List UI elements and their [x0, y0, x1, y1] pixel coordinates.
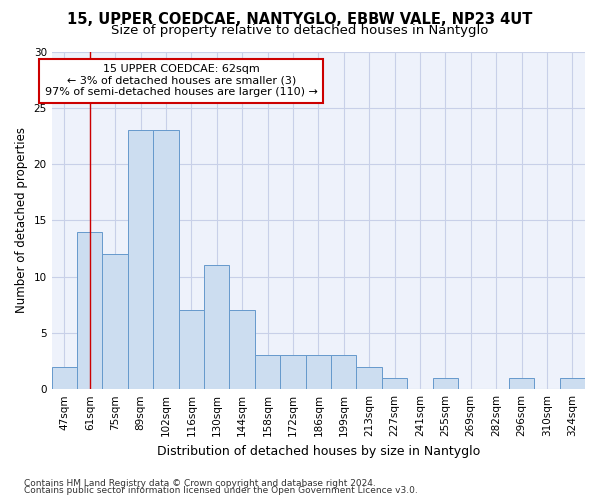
Bar	[280, 356, 305, 389]
Bar	[331, 356, 356, 389]
Bar	[128, 130, 153, 389]
Text: 15 UPPER COEDCAE: 62sqm
← 3% of detached houses are smaller (3)
97% of semi-deta: 15 UPPER COEDCAE: 62sqm ← 3% of detached…	[45, 64, 317, 98]
Bar	[382, 378, 407, 389]
Bar	[356, 366, 382, 389]
Bar	[229, 310, 255, 389]
Text: Contains public sector information licensed under the Open Government Licence v3: Contains public sector information licen…	[24, 486, 418, 495]
Bar	[153, 130, 179, 389]
Bar	[52, 366, 77, 389]
Bar	[77, 232, 103, 389]
X-axis label: Distribution of detached houses by size in Nantyglo: Distribution of detached houses by size …	[157, 444, 480, 458]
Bar	[204, 266, 229, 389]
Text: Size of property relative to detached houses in Nantyglo: Size of property relative to detached ho…	[112, 24, 488, 37]
Bar	[305, 356, 331, 389]
Text: Contains HM Land Registry data © Crown copyright and database right 2024.: Contains HM Land Registry data © Crown c…	[24, 478, 376, 488]
Y-axis label: Number of detached properties: Number of detached properties	[15, 128, 28, 314]
Bar	[103, 254, 128, 389]
Bar	[560, 378, 585, 389]
Bar	[433, 378, 458, 389]
Bar	[179, 310, 204, 389]
Bar	[509, 378, 534, 389]
Text: 15, UPPER COEDCAE, NANTYGLO, EBBW VALE, NP23 4UT: 15, UPPER COEDCAE, NANTYGLO, EBBW VALE, …	[67, 12, 533, 28]
Bar	[255, 356, 280, 389]
